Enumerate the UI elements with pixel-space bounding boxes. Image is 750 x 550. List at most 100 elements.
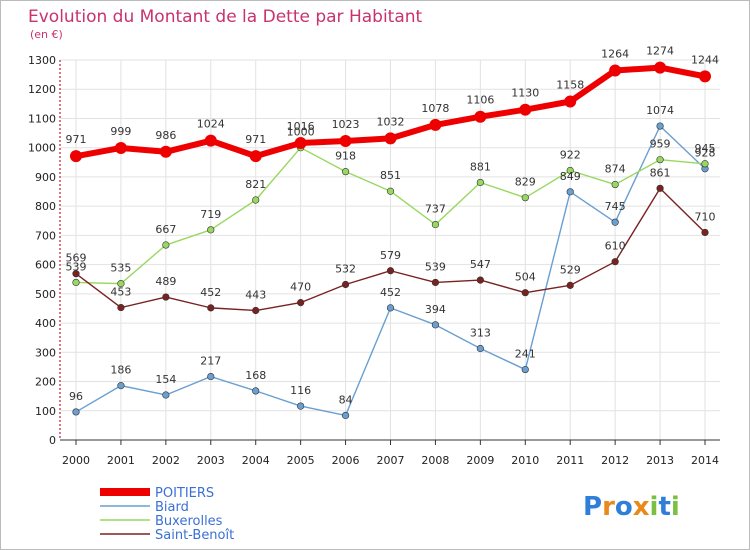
data-label: 710 <box>695 210 716 223</box>
data-point <box>521 289 529 297</box>
data-point <box>204 134 217 147</box>
chart-subtitle: (en €) <box>30 28 63 41</box>
data-point <box>386 187 395 195</box>
data-label: 1032 <box>377 115 405 128</box>
data-label: 959 <box>650 138 671 151</box>
data-label: 154 <box>155 373 176 386</box>
data-label: 971 <box>66 133 87 146</box>
data-label: 1023 <box>332 118 360 131</box>
data-label: 217 <box>200 355 221 368</box>
x-tick-label: 2014 <box>691 454 719 467</box>
legend-label: Saint-Benoît <box>155 528 234 543</box>
data-label: 84 <box>339 393 353 406</box>
data-point <box>70 150 82 163</box>
data-label: 849 <box>560 170 581 183</box>
data-point <box>341 280 350 289</box>
data-point <box>341 411 350 420</box>
data-label: 851 <box>380 169 401 182</box>
data-label: 241 <box>515 348 536 361</box>
data-label: 452 <box>380 286 401 299</box>
data-point <box>339 134 352 147</box>
data-point <box>566 281 574 289</box>
x-tick-label: 2002 <box>152 454 180 467</box>
y-tick-label: 400 <box>35 317 56 330</box>
data-point <box>656 122 664 130</box>
data-label: 532 <box>335 262 356 275</box>
data-point <box>431 278 440 287</box>
proxiti-logo: Proxiti <box>583 492 680 522</box>
data-label: 539 <box>425 260 446 273</box>
data-point <box>701 228 709 237</box>
data-point <box>611 218 619 226</box>
data-point <box>386 304 395 312</box>
data-label: 719 <box>200 208 221 221</box>
x-tick-label: 2012 <box>601 454 629 467</box>
data-point <box>117 280 125 288</box>
data-point <box>564 95 577 108</box>
x-tick-label: 2007 <box>377 454 405 467</box>
x-tick-label: 2013 <box>646 454 674 467</box>
data-label: 547 <box>470 258 491 271</box>
y-tick-label: 1100 <box>28 112 56 125</box>
data-label: 1244 <box>691 53 719 66</box>
data-label: 569 <box>66 252 87 265</box>
data-point <box>117 382 125 390</box>
y-tick-label: 800 <box>35 200 56 213</box>
y-tick-label: 0 <box>49 434 56 447</box>
y-tick-label: 900 <box>35 171 56 184</box>
data-point <box>252 387 260 395</box>
x-tick-label: 2009 <box>466 454 494 467</box>
data-point <box>656 184 664 192</box>
data-label: 1000 <box>287 126 315 139</box>
data-label: 539 <box>66 260 87 273</box>
legend-label: POITIERS <box>155 486 214 501</box>
data-point <box>431 321 440 329</box>
data-point <box>611 258 619 266</box>
data-label: 489 <box>155 275 176 288</box>
data-point <box>72 408 80 416</box>
data-point <box>566 188 574 196</box>
data-point <box>72 278 80 287</box>
y-tick-label: 100 <box>35 405 56 418</box>
y-tick-label: 500 <box>35 288 56 301</box>
data-point <box>699 70 711 83</box>
data-label: 1264 <box>601 48 629 61</box>
data-label: 928 <box>695 147 716 160</box>
data-label: 821 <box>245 178 266 191</box>
data-label: 1158 <box>556 79 584 92</box>
data-point <box>701 160 709 168</box>
y-tick-label: 200 <box>35 376 56 389</box>
data-label: 535 <box>110 262 131 275</box>
data-label: 737 <box>425 203 446 216</box>
data-point <box>656 156 664 164</box>
data-label: 922 <box>560 148 581 161</box>
data-point <box>521 365 529 374</box>
x-tick-label: 2008 <box>421 454 449 467</box>
y-tick-label: 1000 <box>28 142 56 155</box>
data-point <box>476 276 484 284</box>
data-label: 667 <box>155 223 176 236</box>
data-point <box>162 293 170 301</box>
x-tick-label: 2006 <box>332 454 360 467</box>
data-label: 945 <box>695 142 716 155</box>
data-label: 1274 <box>646 45 674 58</box>
data-label: 861 <box>650 166 671 179</box>
y-tick-label: 1300 <box>28 54 56 67</box>
data-point <box>521 194 529 202</box>
data-point <box>611 180 619 189</box>
x-tick-label: 2011 <box>556 454 584 467</box>
data-label: 452 <box>200 286 221 299</box>
data-point <box>429 118 442 131</box>
series-lines <box>70 61 711 420</box>
data-point <box>341 168 350 176</box>
x-tick-label: 2001 <box>107 454 135 467</box>
logo-letter: t <box>658 492 670 522</box>
data-label: 829 <box>515 176 536 189</box>
data-point <box>654 61 667 74</box>
data-point <box>294 137 307 150</box>
data-point <box>609 64 622 77</box>
logo-letter: r <box>602 492 615 522</box>
